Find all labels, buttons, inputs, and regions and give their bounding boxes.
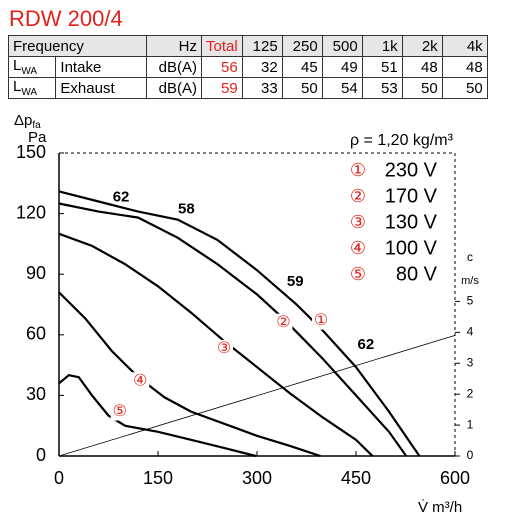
header-cell: 500	[321, 35, 363, 57]
header-cell: 1k	[361, 35, 403, 57]
header-cell: 2k	[401, 35, 443, 57]
curve-marker-bg	[131, 372, 150, 391]
x-tick-label: 600	[440, 468, 470, 488]
legend-label: 80 V	[396, 263, 438, 285]
y2-tick-label: 4	[467, 324, 474, 338]
legend-marker: ④	[350, 238, 366, 258]
x-tick-label: 150	[143, 468, 173, 488]
legend-label: 230 V	[385, 159, 438, 181]
y2-tick-label: 3	[467, 355, 474, 369]
legend-marker: ⑤	[350, 264, 366, 284]
cell-value: 33	[241, 77, 283, 99]
curve-marker: ①	[314, 312, 328, 329]
unit: dB(A)	[146, 77, 202, 99]
legend-label: 130 V	[385, 211, 438, 233]
noise-annotation: 59	[287, 273, 304, 290]
y-tick-label: 60	[26, 324, 46, 344]
noise-annotation: 58	[178, 201, 195, 218]
y-tick-label: 0	[36, 445, 46, 465]
cell-value: 48	[441, 56, 488, 78]
unit: dB(A)	[146, 56, 202, 78]
fan-curve	[58, 374, 256, 458]
symbol-sub: WA	[21, 87, 38, 98]
y-tick-label: 150	[16, 142, 46, 162]
y-tick-label: 30	[26, 384, 46, 404]
legend-label: 170 V	[385, 185, 438, 207]
legend-marker: ①	[350, 160, 366, 180]
y2-tick-label: 2	[467, 386, 474, 400]
fan-curve	[58, 291, 321, 458]
x-tick-label: 450	[341, 468, 371, 488]
curve-marker: ④	[133, 372, 147, 389]
fan-curve	[58, 190, 421, 457]
y-label-main: Δp	[14, 112, 32, 129]
table-row: LWA Intake dB(A) 56 32 45 49 51 48 48	[7, 56, 488, 78]
noise-table: Frequency Hz Total 125 250 500 1k 2k 4k LWA Intake…	[7, 35, 488, 99]
symbol-cell: LWA	[7, 56, 57, 78]
y2-tick-label: 1	[467, 417, 474, 431]
y-tick-label: 90	[26, 263, 46, 283]
curve-marker: ③	[217, 340, 231, 357]
legend-marker: ②	[350, 186, 366, 206]
fan-curve	[58, 202, 408, 457]
noise-annotation: 62	[113, 188, 130, 205]
y2-unit: m/s	[461, 275, 479, 287]
title: RDW 200/4	[9, 6, 123, 31]
curve-marker: ⑤	[113, 403, 127, 420]
header-cell: Hz	[146, 35, 202, 57]
y-label-sub: fa	[32, 120, 41, 131]
curve-marker-bg	[274, 313, 293, 332]
cell-value: 48	[401, 56, 443, 78]
symbol-cell: LWA	[7, 77, 57, 99]
y2-tick-label: 5	[467, 294, 474, 308]
curve-marker-bg	[215, 339, 233, 358]
symbol: L	[13, 78, 22, 95]
curve-marker: ②	[276, 314, 290, 331]
cell-value: 50	[281, 77, 323, 99]
cell-value: 54	[321, 77, 363, 99]
curve-marker-bg	[312, 311, 331, 330]
velocity-line	[58, 335, 456, 457]
x-tick-label: 0	[54, 468, 64, 488]
x-label: V̇ m³/h	[418, 499, 462, 516]
cell-value: 32	[241, 56, 283, 78]
curve-marker-bg	[110, 402, 129, 421]
y-label: Δpfa	[14, 112, 41, 131]
x-tick-label: 300	[242, 468, 272, 488]
noise-annotation: 62	[358, 336, 375, 353]
cell-value: 51	[361, 56, 403, 78]
symbol-sub: WA	[21, 66, 38, 77]
legend-marker: ③	[350, 212, 366, 232]
symbol: L	[13, 57, 22, 74]
cell-value: 50	[441, 77, 488, 99]
legend-label: 100 V	[385, 237, 438, 259]
y2-tick-label: 0	[467, 448, 474, 462]
row-name: Exhaust	[55, 77, 147, 99]
y-unit: Pa	[28, 129, 47, 146]
header-row: Frequency Hz Total 125 250 500 1k 2k 4k	[8, 35, 488, 57]
density-label: ρ = 1,20 kg/m³	[350, 132, 454, 149]
y-tick-label: 120	[16, 202, 46, 222]
table-row: LWA Exhaust dB(A) 59 33 50 54 53 50 50	[7, 77, 488, 99]
y2-label: c	[467, 250, 473, 264]
